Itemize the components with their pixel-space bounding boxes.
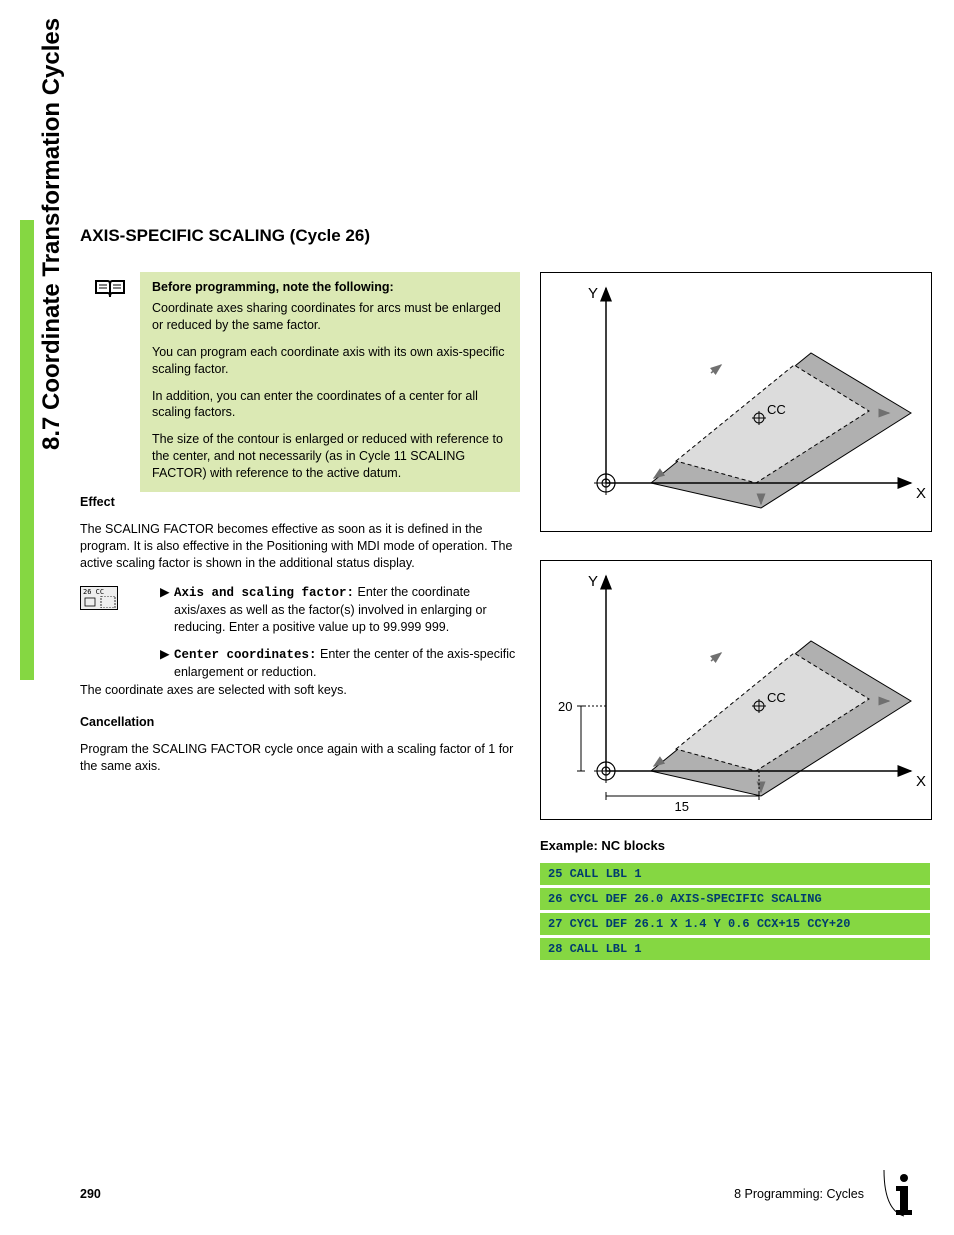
figure-scaling-1: X Y CC (540, 272, 932, 532)
svg-text:CC: CC (767, 402, 786, 417)
svg-text:Y: Y (588, 573, 598, 590)
param2-lead: Center coordinates: (174, 648, 317, 662)
nc-code-line: 25 CALL LBL 1 (540, 863, 930, 885)
svg-text:CC: CC (767, 690, 786, 705)
nc-code-line: 28 CALL LBL 1 (540, 938, 930, 960)
note-p1: Coordinate axes sharing coordinates for … (152, 300, 508, 334)
note-p2: You can program each coordinate axis wit… (152, 344, 508, 378)
cancellation-section: Cancellation Program the SCALING FACTOR … (80, 714, 520, 785)
sidebar-title: 8.7 Coordinate Transformation Cycles (38, 18, 66, 450)
param-axis-scaling: ▶ Axis and scaling factor: Enter the coo… (160, 584, 520, 636)
page-number: 290 (80, 1187, 101, 1201)
example-block: Example: NC blocks 25 CALL LBL 1 26 CYCL … (540, 838, 930, 963)
svg-text:X: X (916, 773, 926, 790)
effect-section: Effect The SCALING FACTOR becomes effect… (80, 494, 520, 582)
figure-scaling-2: X Y CC 20 15 (540, 560, 932, 820)
cancel-body: Program the SCALING FACTOR cycle once ag… (80, 741, 520, 775)
list-marker-icon: ▶ (160, 584, 174, 636)
softkeys-note: The coordinate axes are selected with so… (80, 682, 520, 709)
nc-code-line: 27 CYCL DEF 26.1 X 1.4 Y 0.6 CCX+15 CCY+… (540, 913, 930, 935)
parameters-list: ▶ Axis and scaling factor: Enter the coo… (160, 584, 520, 690)
footer-chapter: 8 Programming: Cycles (734, 1187, 864, 1201)
cancel-heading: Cancellation (80, 714, 520, 731)
cycle-icon-label: 26 CC (83, 588, 104, 596)
svg-text:20: 20 (558, 699, 572, 714)
note-box: Before programming, note the following: … (140, 272, 520, 492)
cycle-26-icon: 26 CC (80, 586, 118, 610)
note-title: Before programming, note the following: (152, 280, 508, 294)
page-title: AXIS-SPECIFIC SCALING (Cycle 26) (80, 226, 370, 246)
svg-text:15: 15 (675, 799, 689, 814)
info-icon (882, 1170, 926, 1221)
nc-code-line: 26 CYCL DEF 26.0 AXIS-SPECIFIC SCALING (540, 888, 930, 910)
param1-lead: Axis and scaling factor: (174, 586, 354, 600)
list-marker-icon: ▶ (160, 646, 174, 681)
svg-text:X: X (916, 485, 926, 502)
book-note-icon (90, 275, 130, 306)
param-center-coords: ▶ Center coordinates: Enter the center o… (160, 646, 520, 681)
example-title: Example: NC blocks (540, 838, 930, 853)
softkeys-text: The coordinate axes are selected with so… (80, 682, 520, 699)
sidebar-green-bar (20, 220, 34, 680)
effect-body: The SCALING FACTOR becomes effective as … (80, 521, 520, 572)
svg-text:Y: Y (588, 285, 598, 302)
note-p3: In addition, you can enter the coordinat… (152, 388, 508, 422)
nc-lines-container: 25 CALL LBL 1 26 CYCL DEF 26.0 AXIS-SPECI… (540, 863, 930, 960)
note-p4: The size of the contour is enlarged or r… (152, 431, 508, 482)
effect-heading: Effect (80, 494, 520, 511)
